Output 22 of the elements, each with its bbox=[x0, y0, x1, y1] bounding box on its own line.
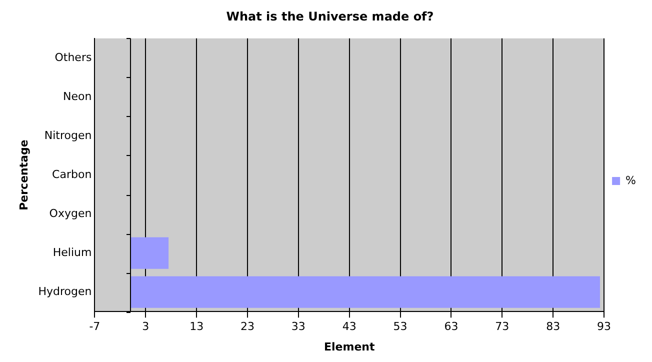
y-tick-label: Oxygen bbox=[49, 206, 92, 220]
legend-label: % bbox=[626, 174, 636, 187]
x-tick-label: 13 bbox=[190, 320, 204, 334]
x-tick-label: 63 bbox=[444, 320, 458, 334]
y-tick-label: Neon bbox=[62, 90, 92, 103]
x-tick-label: 93 bbox=[597, 320, 612, 334]
x-tick-label: -7 bbox=[89, 320, 100, 334]
y-tick-label: Others bbox=[54, 50, 92, 64]
chart-title: What is the Universe made of? bbox=[226, 9, 434, 24]
x-axis-title: Element bbox=[324, 340, 375, 354]
x-tick-label: 3 bbox=[142, 320, 150, 334]
y-axis-title: Percentage bbox=[17, 140, 30, 210]
y-tick-label: Carbon bbox=[52, 168, 92, 181]
y-tick-label: Nitrogen bbox=[44, 128, 92, 142]
y-tick-label: Hydrogen bbox=[38, 284, 92, 298]
x-tick-label: 83 bbox=[546, 320, 560, 334]
x-tick-label: 43 bbox=[342, 320, 356, 334]
x-tick-label: 53 bbox=[393, 320, 408, 334]
y-tick-label: Helium bbox=[52, 246, 92, 259]
x-tick-label: 73 bbox=[495, 320, 510, 334]
x-tick-label: 23 bbox=[240, 320, 254, 334]
x-tick-label: 33 bbox=[291, 320, 306, 334]
